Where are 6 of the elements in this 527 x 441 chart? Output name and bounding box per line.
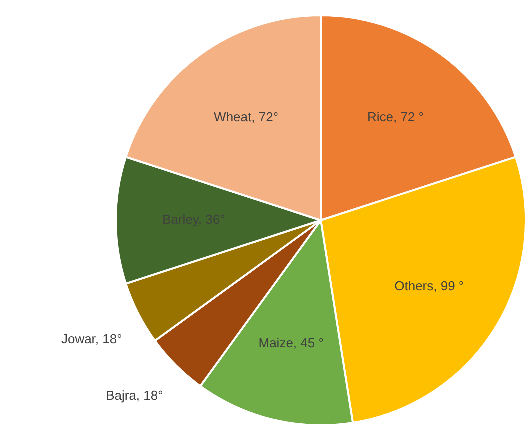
slice-label: Rice, 72 ° [367, 109, 424, 124]
slice-label: Wheat, 72° [214, 109, 279, 124]
slice-label: Jowar, 18° [61, 331, 122, 346]
slice-label: Maize, 45 ° [258, 336, 324, 351]
slice-label: Others, 99 ° [394, 278, 464, 294]
slice-label: Bajra, 18° [106, 388, 164, 403]
